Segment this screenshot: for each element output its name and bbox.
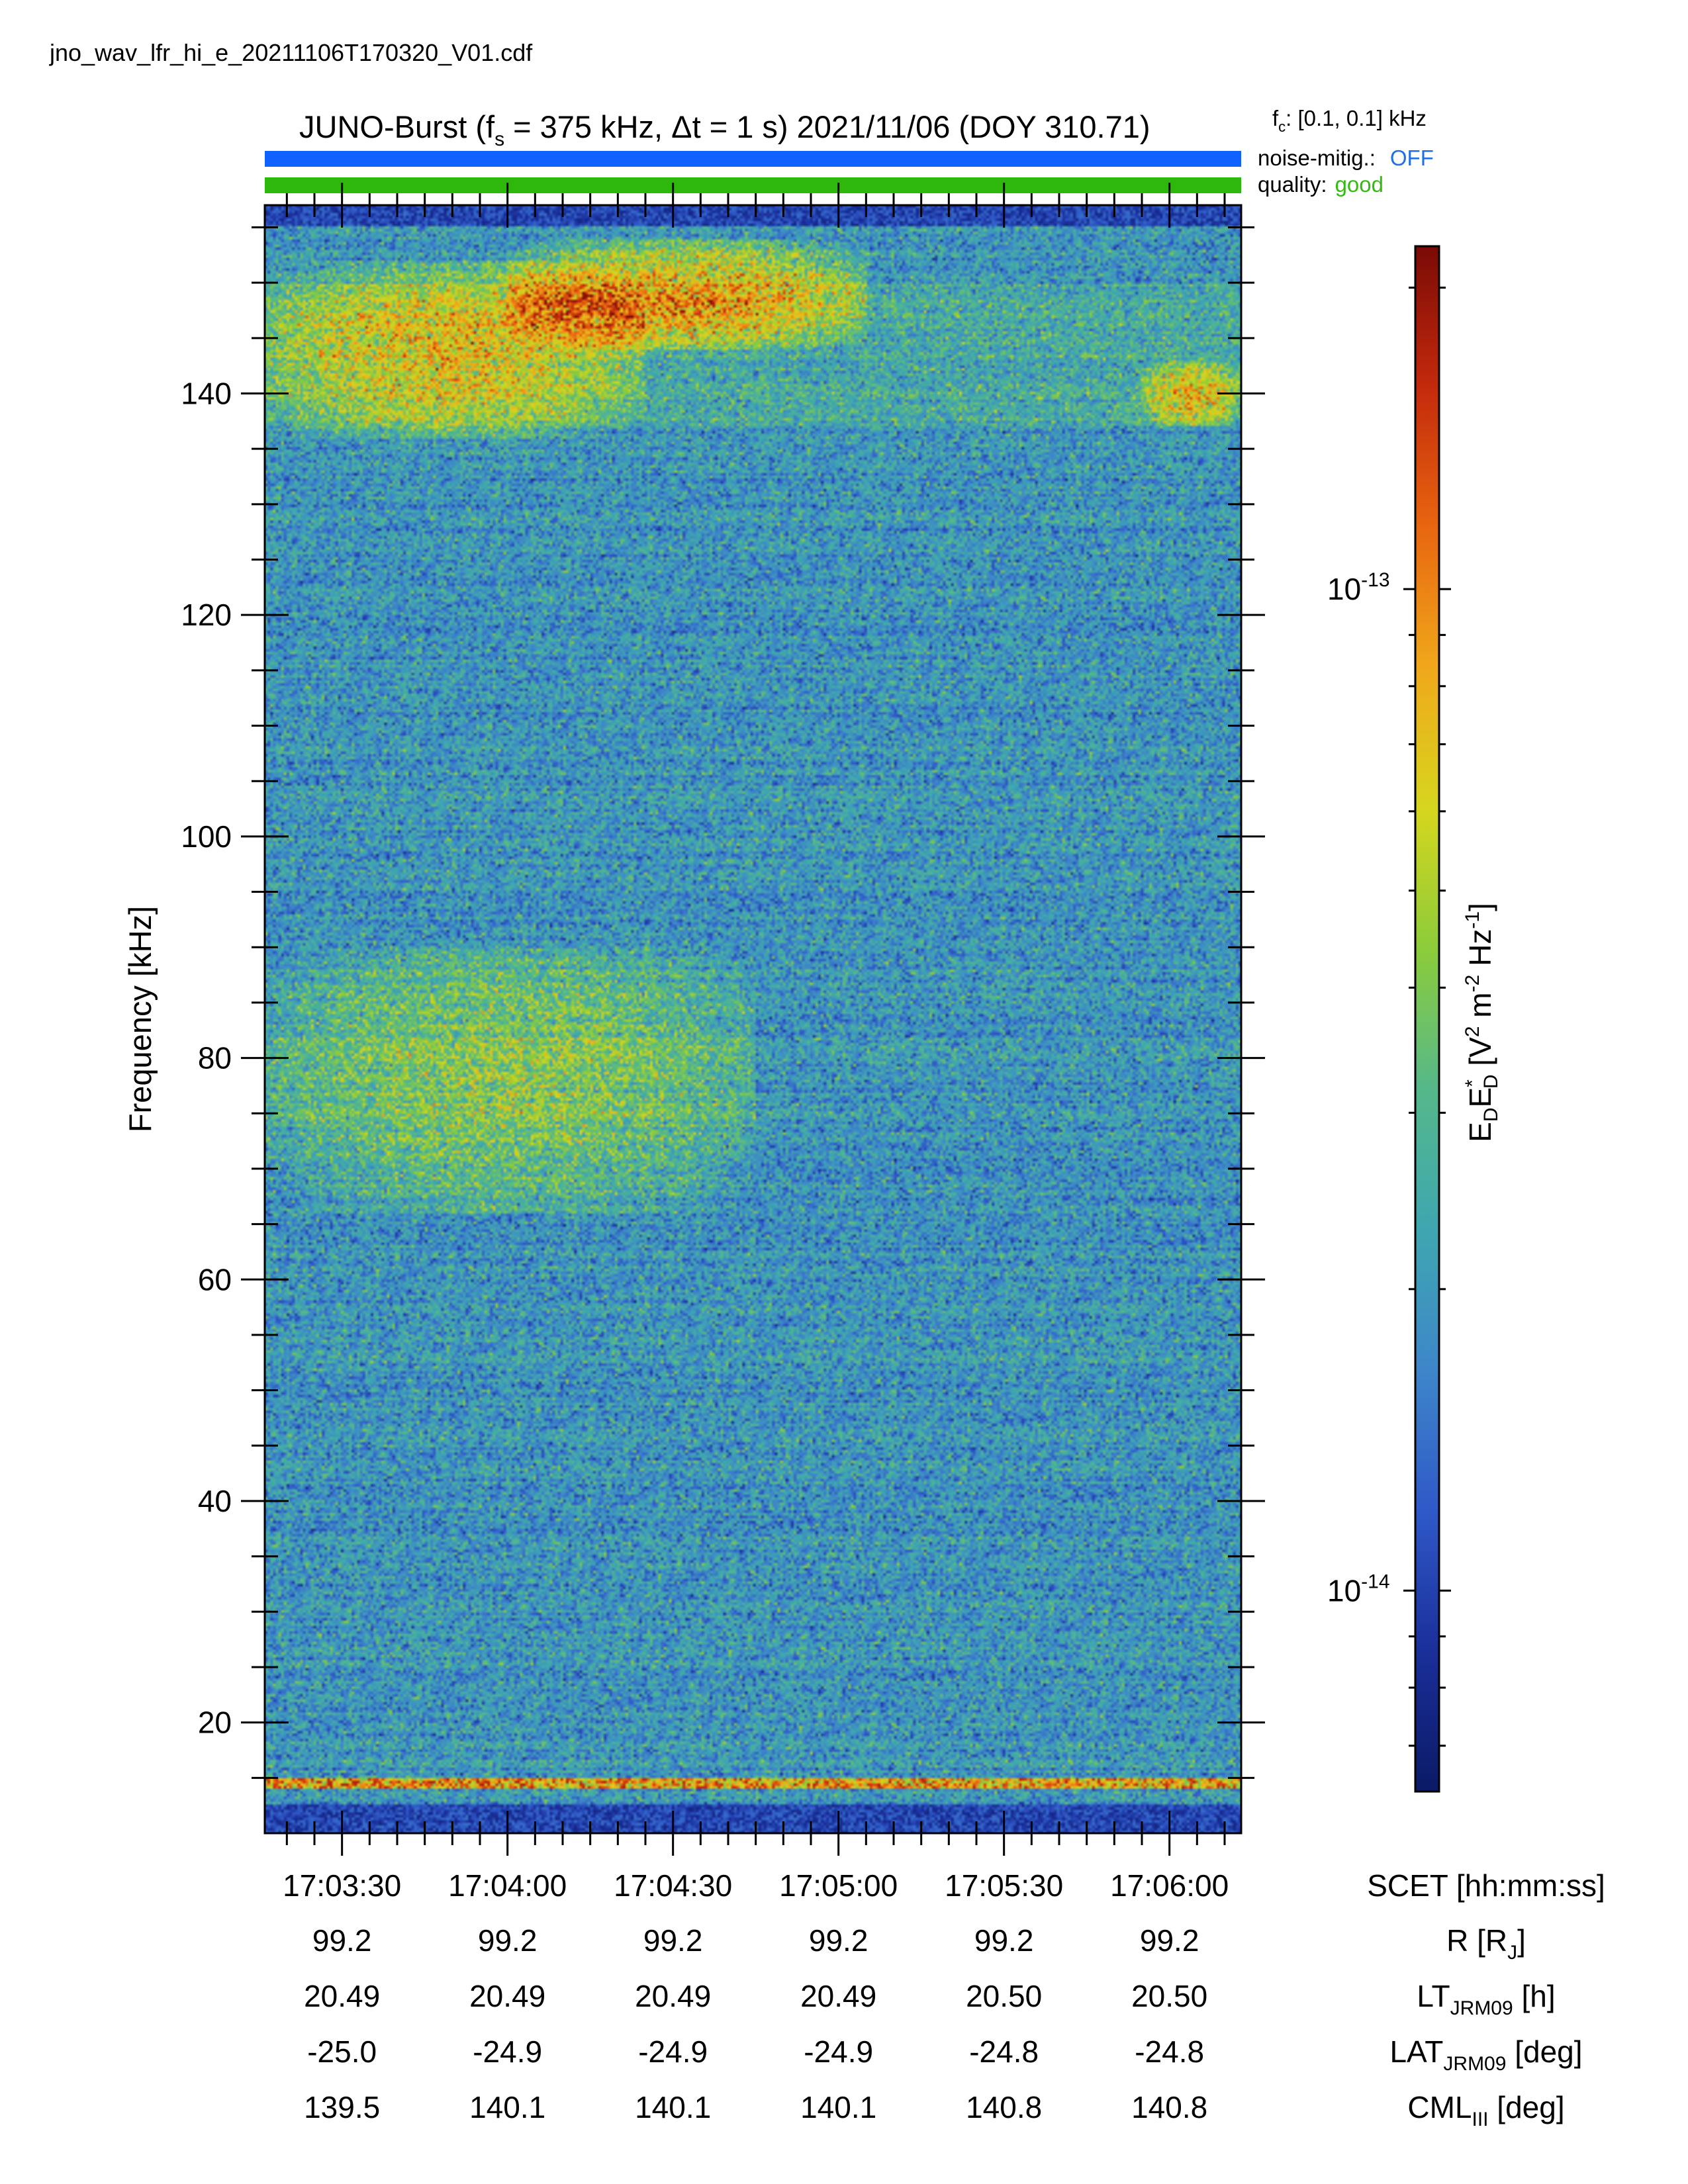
ephemeris-value-cml: 140.8 [1131,2090,1207,2124]
x-axis-label: SCET [hh:mm:ss] [1367,1868,1605,1903]
ephemeris-value-r: 99.2 [1140,1923,1199,1958]
ephemeris-label-r: R [RJ] [1446,1923,1526,1964]
ephemeris-value-lat: -24.8 [969,2034,1039,2069]
ephemeris-table: 99.2 99.2 99.2 99.2 99.2 99.2 R [RJ] 20.49 20.49… [304,1923,1582,2130]
ephemeris-value-lt: 20.49 [304,1979,380,2013]
ephemeris-value-lat: -24.9 [473,2034,542,2069]
y-tick-label: 20 [198,1706,232,1740]
x-tick-label: 17:04:00 [448,1868,567,1903]
ephemeris-value-lt: 20.49 [469,1979,545,2013]
ephemeris-label-lat: LATJRM09 [deg] [1389,2034,1582,2075]
noise-mitigation-label: noise-mitig.: OFF [1258,146,1434,170]
colorbar-tick-label: 10-13 [1327,569,1390,606]
x-tick-label: 17:05:30 [945,1868,1063,1903]
colorbar-label: EDE*D [V2 m-2 Hz-1] [1462,903,1502,1142]
ephemeris-value-r: 99.2 [312,1923,372,1958]
spectrogram-image [265,205,1241,1833]
y-tick-label: 40 [198,1484,232,1518]
ephemeris-value-lat: -24.8 [1135,2034,1204,2069]
ephemeris-value-lt: 20.49 [800,1979,876,2013]
chart-title: JUNO-Burst (fs = 375 kHz, Δt = 1 s) 2021… [299,109,1150,150]
noise-mitigation-bar [265,151,1241,167]
spectrogram [265,205,1241,1833]
ephemeris-value-lat: -24.9 [804,2034,873,2069]
y-axis-label: Frequency [kHz] [122,906,158,1132]
y-tick-label: 140 [181,376,232,410]
x-axis-tick-labels: 17:03:30 17:04:00 17:04:30 17:05:00 17:05:30… [283,1868,1229,1903]
quality-bar [265,177,1241,193]
colorbar-gradient [1414,245,1440,1793]
plot-frame [263,204,1243,1835]
ephemeris-value-lt: 20.49 [635,1979,711,2013]
file-name: jno_wav_lfr_hi_e_20211106T170320_V01.cdf [49,39,533,66]
ephemeris-value-lt: 20.50 [1131,1979,1207,2013]
y-tick-label: 80 [198,1041,232,1075]
ephemeris-value-cml: 140.1 [635,2090,711,2124]
x-axis-ticks [285,183,1226,1856]
ephemeris-value-cml: 140.1 [469,2090,545,2124]
ephemeris-value-lt: 20.50 [966,1979,1042,2013]
ephemeris-value-cml: 139.5 [304,2090,380,2124]
colorbar-tick-label: 10-14 [1327,1570,1390,1608]
colorbar: 10-13 10-14 [1327,245,1451,1793]
y-tick-label: 60 [198,1262,232,1297]
ephemeris-value-cml: 140.1 [800,2090,876,2124]
ephemeris-value-lat: -24.9 [638,2034,708,2069]
x-tick-label: 17:05:00 [779,1868,898,1903]
filter-label: fc: [0.1, 0.1] kHz [1272,106,1427,135]
x-tick-label: 17:04:30 [614,1868,732,1903]
ephemeris-value-cml: 140.8 [966,2090,1042,2124]
y-tick-label: 120 [181,598,232,632]
y-axis-ticks [241,226,1265,1779]
ephemeris-value-r: 99.2 [809,1923,868,1958]
ephemeris-value-r: 99.2 [478,1923,538,1958]
quality-label: quality: good [1258,172,1383,197]
y-tick-label: 100 [181,819,232,854]
ephemeris-label-lt: LTJRM09 [h] [1417,1979,1555,2019]
ephemeris-label-cml: CMLIII [deg] [1407,2090,1564,2130]
ephemeris-value-r: 99.2 [643,1923,703,1958]
x-tick-label: 17:03:30 [283,1868,401,1903]
x-tick-label: 17:06:00 [1110,1868,1229,1903]
ephemeris-value-lat: -25.0 [307,2034,377,2069]
y-axis-tick-labels: 20 40 60 80 100 120 140 [181,376,232,1739]
ephemeris-value-r: 99.2 [974,1923,1034,1958]
